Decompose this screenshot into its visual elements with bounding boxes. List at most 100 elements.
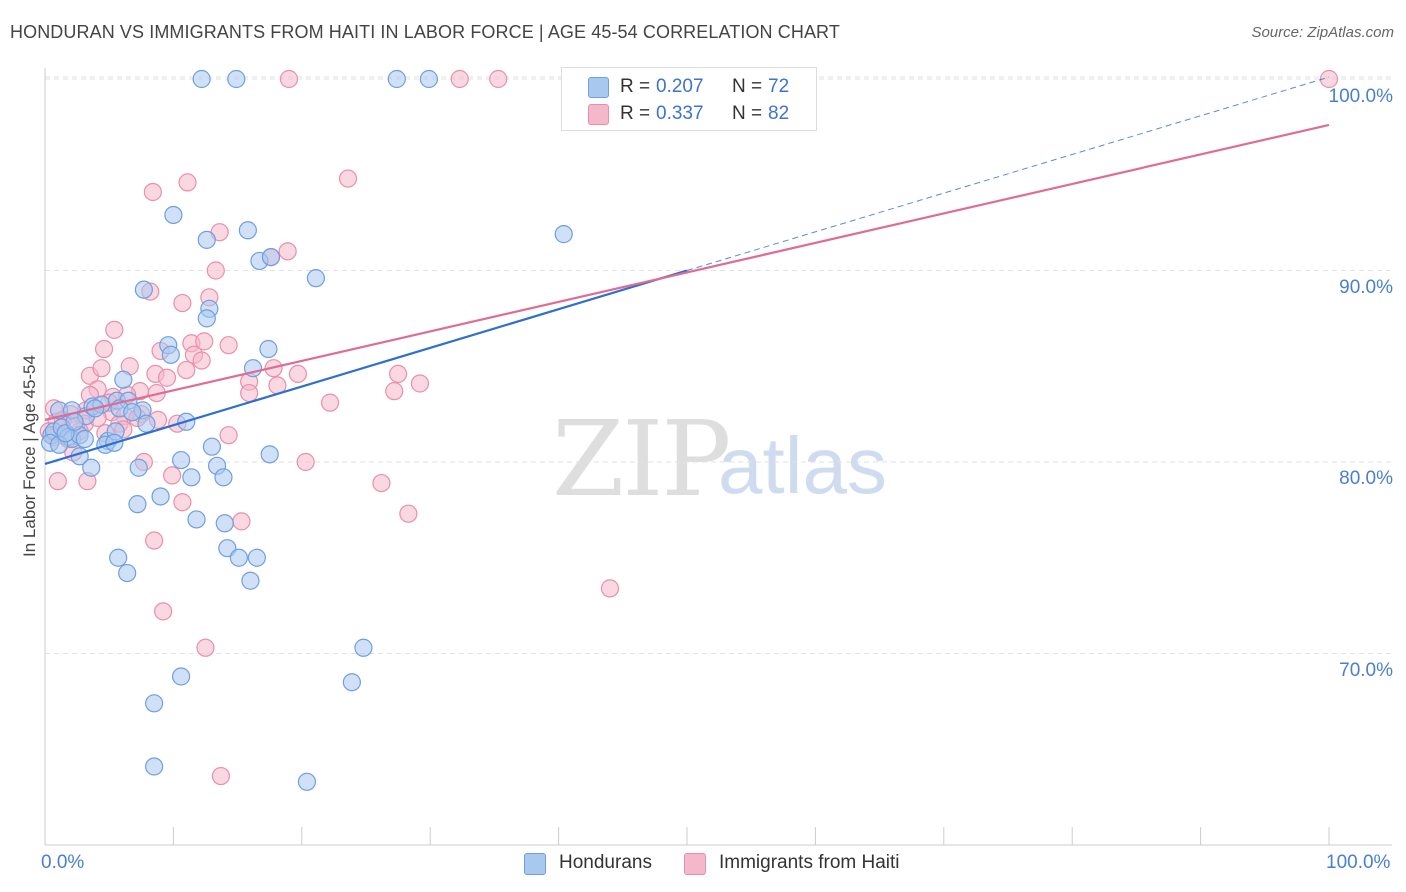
pink-point <box>163 466 182 485</box>
blue-point <box>229 548 248 567</box>
pink-point <box>48 472 67 491</box>
blue-point <box>241 571 260 590</box>
blue-point <box>182 468 201 487</box>
blue-point <box>214 468 233 487</box>
y-tick-label-90: 90.0% <box>1339 277 1393 298</box>
blue-point <box>172 450 191 470</box>
pink-point <box>489 69 508 89</box>
blue-point <box>259 339 278 359</box>
blue-point <box>419 69 439 89</box>
stats-n-value: 82 <box>768 103 790 124</box>
blue-point <box>227 69 246 89</box>
blue-point <box>354 638 373 657</box>
y-tick-label-100: 100.0% <box>1328 86 1393 107</box>
blue-point <box>134 280 153 299</box>
blue-point <box>129 458 148 477</box>
pink-point <box>92 359 111 378</box>
y-tick-label-70: 70.0% <box>1339 660 1393 681</box>
pink-point <box>219 426 238 445</box>
pink-point <box>94 339 114 359</box>
pink-point <box>372 473 391 493</box>
pink-point <box>399 504 418 523</box>
blue-point <box>387 69 406 89</box>
pink-point <box>389 364 408 384</box>
blue-swatch-icon <box>524 853 546 875</box>
blue-point <box>118 563 137 583</box>
pink-point <box>219 336 238 355</box>
pink-point <box>177 360 196 380</box>
blue-point <box>114 370 133 389</box>
blue-point <box>109 548 128 567</box>
pink-points <box>39 69 1339 786</box>
stats-r-label: R = <box>620 103 651 124</box>
blue-point <box>82 458 101 477</box>
pink-point <box>232 512 251 531</box>
blue-point <box>145 757 164 776</box>
blue-points <box>41 69 573 791</box>
legend-label: Hondurans <box>559 852 652 873</box>
pink-swatch-icon <box>684 853 706 875</box>
pink-point <box>288 364 308 384</box>
watermark-atlas: atlas <box>718 421 887 510</box>
pink-trend-line <box>44 123 1330 421</box>
pink-point <box>278 242 297 261</box>
blue-point <box>151 487 170 506</box>
pink-point <box>296 452 315 472</box>
pink-point <box>143 182 162 202</box>
blue-point <box>75 429 94 449</box>
pink-point <box>178 173 197 192</box>
blue-swatch-icon <box>588 77 609 98</box>
pink-point <box>196 638 215 657</box>
pink-point <box>173 293 192 313</box>
pink-point <box>338 169 358 188</box>
stats-r-value: 0.337 <box>656 103 704 124</box>
axes <box>44 68 1392 846</box>
pink-point <box>154 602 173 621</box>
y-axis-label: In Labor Force | Age 45-54 <box>20 355 39 557</box>
blue-point <box>187 510 206 529</box>
stats-r-value: 0.207 <box>656 76 704 97</box>
pink-point <box>1319 69 1339 89</box>
pink-point <box>173 493 192 512</box>
blue-point <box>215 514 234 533</box>
blue-trend-extension <box>686 76 1330 271</box>
pink-point <box>145 531 164 550</box>
pink-point <box>240 383 259 403</box>
blue-point <box>128 495 147 514</box>
x-tick-label-100: 100.0% <box>1326 852 1391 873</box>
blue-point <box>261 247 281 267</box>
pink-point <box>279 69 299 89</box>
blue-point <box>554 225 573 244</box>
legend-label: Immigrants from Haiti <box>719 852 900 873</box>
blue-point <box>161 345 180 364</box>
pink-point <box>320 393 340 412</box>
blue-point <box>297 772 317 791</box>
stats-r-label: R = <box>620 76 651 97</box>
blue-point <box>260 445 279 464</box>
pink-swatch-icon <box>588 104 609 125</box>
pink-point <box>600 579 620 598</box>
chart-title: HONDURAN VS IMMIGRANTS FROM HAITI IN LAB… <box>10 22 840 42</box>
source-label: Source: ZipAtlas.com <box>1251 24 1394 41</box>
pink-point <box>105 320 124 339</box>
pink-point <box>192 351 211 370</box>
stats-n-label: N = <box>732 103 763 124</box>
blue-point <box>65 412 84 431</box>
blue-point <box>123 403 142 422</box>
blue-point <box>197 230 216 249</box>
pink-point <box>206 261 225 280</box>
x-tick-label-0: 0.0% <box>41 852 85 873</box>
blue-point <box>164 205 183 225</box>
pink-point <box>157 368 177 387</box>
pink-point <box>211 766 231 786</box>
blue-point <box>238 221 257 240</box>
blue-point <box>137 414 156 433</box>
stats-n-value: 72 <box>768 76 790 97</box>
watermark-zip: ZIP <box>552 398 731 520</box>
stats-n-label: N = <box>732 76 763 97</box>
blue-point <box>202 437 222 456</box>
blue-point <box>192 69 211 89</box>
pink-point <box>195 332 214 351</box>
pink-point <box>385 382 404 401</box>
